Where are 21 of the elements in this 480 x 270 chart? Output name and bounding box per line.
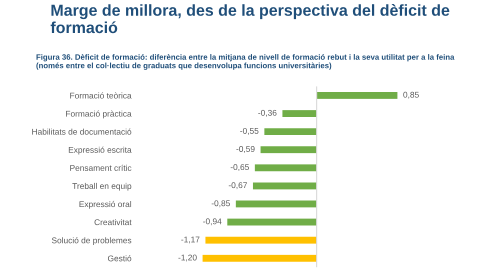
data-label: -0,67 bbox=[228, 182, 247, 190]
y-tick-label: Habilitats de documentació bbox=[32, 128, 132, 135]
data-label: -1,17 bbox=[181, 236, 200, 244]
data-label: -0,85 bbox=[212, 200, 230, 208]
y-tick-label: Solució de problemes bbox=[52, 237, 132, 245]
data-label: -0,94 bbox=[203, 218, 222, 226]
y-tick-label: Expressió oral bbox=[80, 200, 132, 209]
chart-title: Marge de millora, des de la perspectiva del dèficit de formació bbox=[50, 4, 450, 34]
data-label: -0,65 bbox=[230, 164, 249, 172]
data-label: -0,59 bbox=[236, 146, 255, 153]
y-tick-label: Creativitat bbox=[94, 219, 132, 226]
data-label: -0,36 bbox=[258, 110, 276, 117]
y-tick-label: Gestió bbox=[108, 255, 132, 262]
y-tick-label: Expressió escrita bbox=[68, 146, 132, 155]
data-label: -1,20 bbox=[178, 254, 197, 262]
data-label: -0,55 bbox=[240, 128, 258, 135]
y-tick-label: Formació teòrica bbox=[70, 92, 132, 99]
data-label: 0,85 bbox=[403, 92, 419, 99]
y-tick-label: Treball en equip bbox=[72, 182, 132, 191]
y-tick-label: Pensament crític bbox=[70, 164, 132, 171]
y-tick-label: Formació pràctica bbox=[66, 110, 132, 118]
